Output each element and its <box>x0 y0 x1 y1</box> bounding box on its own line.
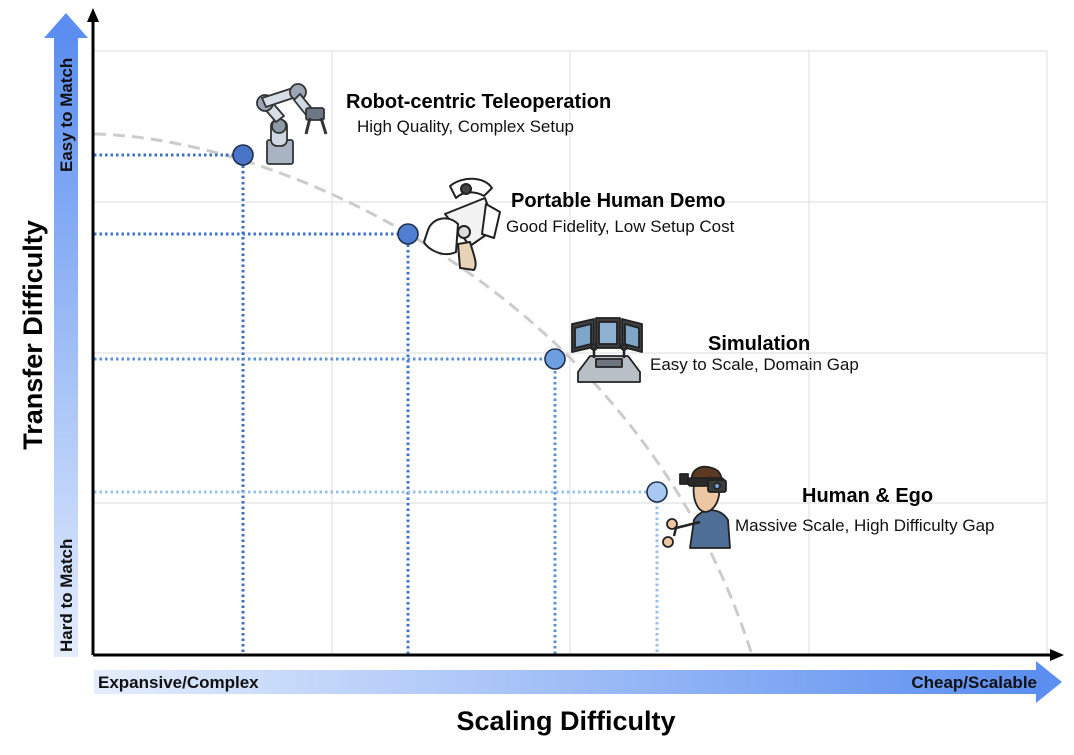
x-high-label: Cheap/Scalable <box>911 673 1037 692</box>
label-subtitle-teleoperation: High Quality, Complex Setup <box>357 117 574 136</box>
x-gradient-arrow <box>94 661 1062 703</box>
axis-lines <box>87 8 1064 661</box>
label-subtitle-portable-demo: Good Fidelity, Low Setup Cost <box>506 217 735 236</box>
label-title-human-ego: Human & Ego <box>802 485 933 507</box>
y-axis-arrowhead <box>87 8 99 22</box>
grid <box>93 50 1048 655</box>
label-subtitle-human-ego: Massive Scale, High Difficulty Gap <box>735 516 995 535</box>
y-axis-title: Transfer Difficulty <box>18 220 48 450</box>
x-axis-title: Scaling Difficulty <box>456 706 675 736</box>
frontier-curve <box>93 132 754 656</box>
point-teleoperation <box>232 144 254 166</box>
simulator-console-icon <box>571 317 643 383</box>
point-portable-demo <box>397 223 419 245</box>
guide-line-teleoperation <box>94 153 245 655</box>
y-gradient-arrow <box>44 13 88 657</box>
x-axis-arrowhead <box>1050 649 1064 661</box>
y-high-label: Easy to Match <box>57 58 76 172</box>
label-title-teleoperation: Robot-centric Teleoperation <box>346 91 611 113</box>
label-subtitle-simulation: Easy to Scale, Domain Gap <box>650 355 859 374</box>
label-title-simulation: Simulation <box>708 333 810 355</box>
point-human-ego <box>646 481 668 503</box>
guide-line-portable-demo <box>94 232 410 655</box>
robot-arm-icon <box>256 83 328 165</box>
head-camera-person-icon <box>662 465 731 549</box>
y-low-label: Hard to Match <box>57 539 76 652</box>
point-simulation <box>544 348 566 370</box>
label-title-portable-demo: Portable Human Demo <box>511 190 725 212</box>
guide-line-human-ego <box>94 490 659 655</box>
guide-line-simulation <box>94 357 557 655</box>
x-low-label: Expansive/Complex <box>98 673 259 692</box>
handheld-gripper-icon <box>423 177 501 271</box>
